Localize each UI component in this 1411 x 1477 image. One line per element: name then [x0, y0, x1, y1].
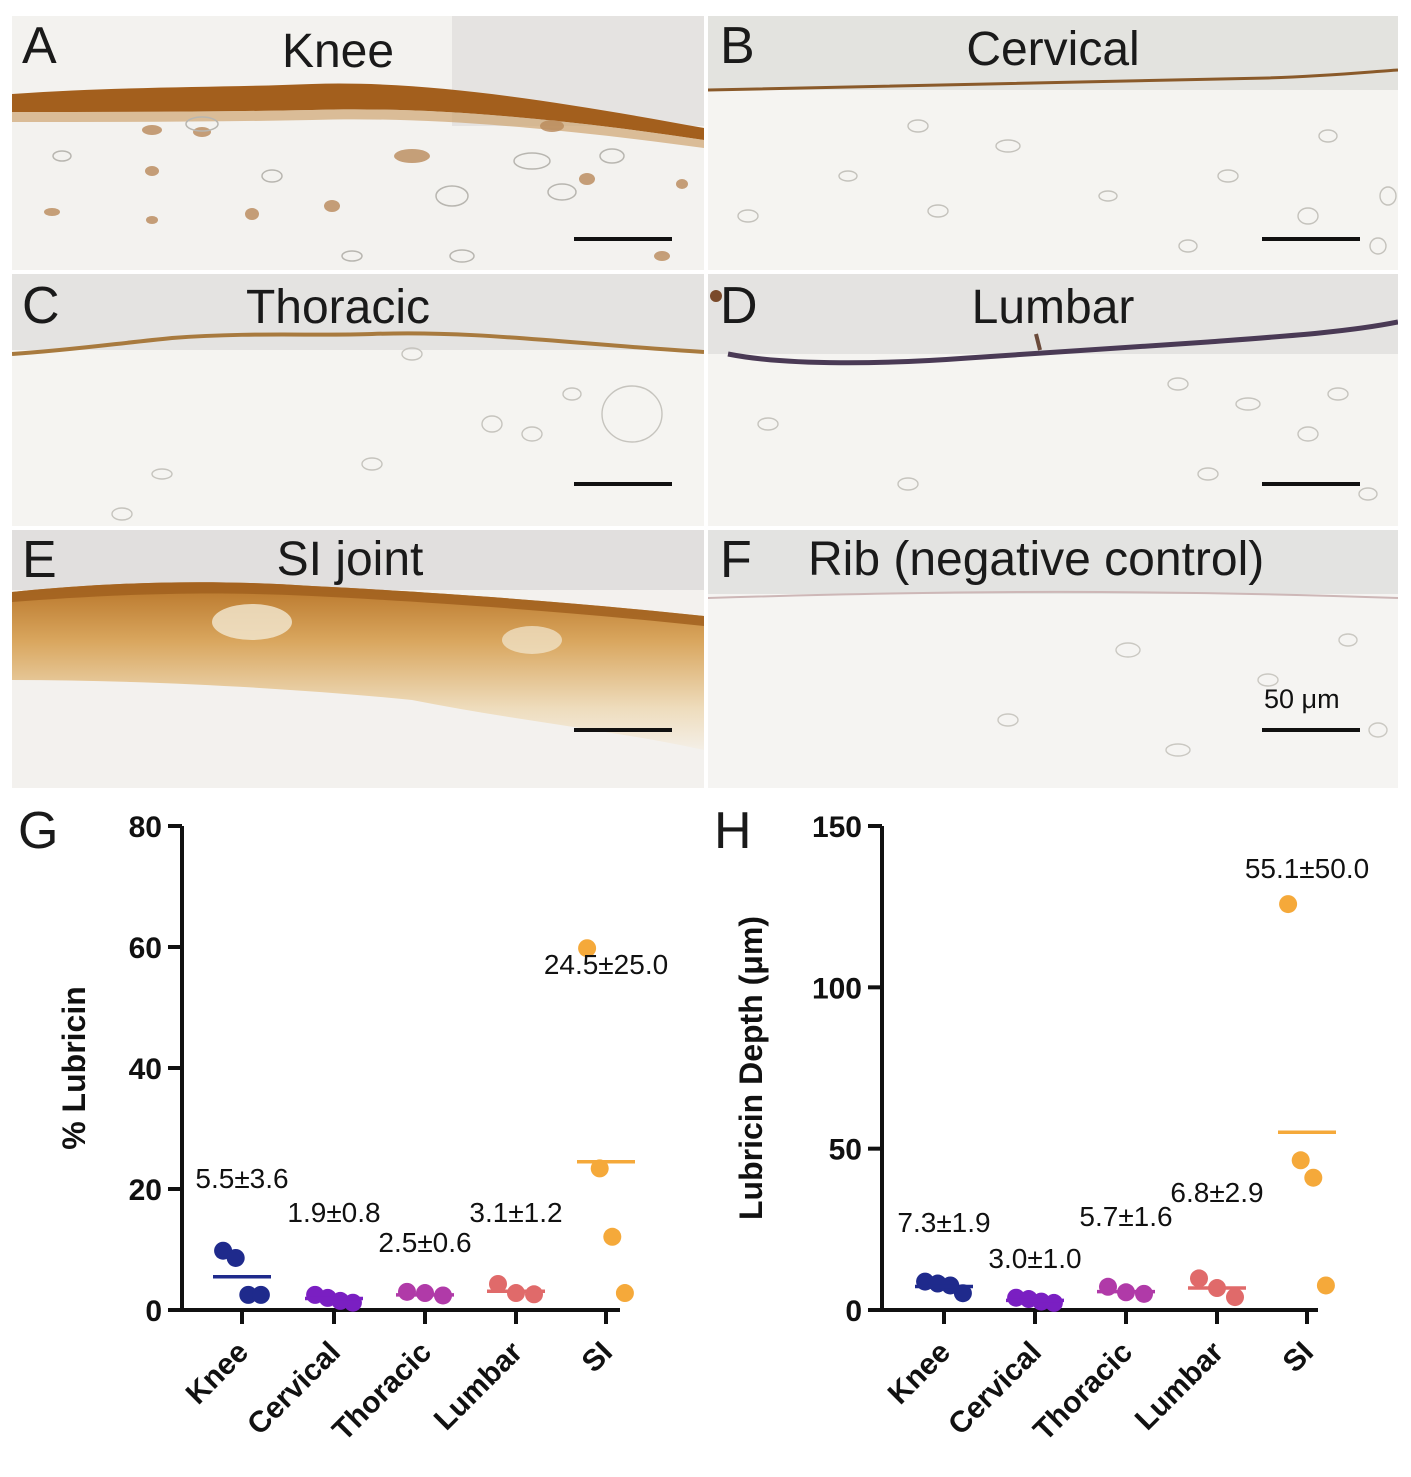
- mean-sd-label: 24.5±25.0: [544, 949, 668, 980]
- panel-letter: F: [720, 531, 752, 589]
- micrograph-panel-f: F Rib (negative control) 50 μm: [708, 530, 1398, 788]
- scale-bar: [574, 482, 672, 486]
- y-tick-label: 60: [129, 932, 162, 965]
- mean-sd-label: 3.0±1.0: [988, 1243, 1081, 1274]
- data-point: [1044, 1293, 1063, 1312]
- x-tick-label: Knee: [882, 1336, 957, 1411]
- y-tick-label: 0: [145, 1295, 162, 1328]
- data-point: [1226, 1288, 1244, 1307]
- micrograph-panel-b: B Cervical: [708, 16, 1398, 270]
- panel-title: SI joint: [276, 533, 424, 586]
- y-tick-label: 100: [812, 972, 862, 1005]
- y-tick-label: 150: [812, 811, 862, 844]
- data-point: [590, 1159, 609, 1178]
- panel-title: Cervical: [966, 23, 1140, 76]
- scale-bar-label: 50 μm: [1264, 684, 1340, 714]
- micrograph-image-cervical: [708, 16, 1398, 270]
- y-tick-label: 80: [129, 811, 162, 844]
- data-point: [251, 1285, 270, 1304]
- panel-title: Thoracic: [245, 281, 431, 334]
- data-point: [416, 1284, 434, 1303]
- x-tick-label: Lumbar: [428, 1335, 529, 1436]
- y-tick-label: 0: [845, 1295, 862, 1328]
- panel-letter: C: [22, 277, 60, 335]
- data-point: [1279, 895, 1298, 914]
- data-point: [226, 1248, 245, 1267]
- data-point: [239, 1285, 258, 1304]
- x-tick-label: Thoracic: [1027, 1336, 1139, 1448]
- data-point: [489, 1274, 507, 1293]
- data-point: [1190, 1269, 1208, 1288]
- micrograph-image-rib: [708, 530, 1398, 788]
- micrograph-panel-e: E SI joint: [12, 530, 704, 788]
- data-point: [1135, 1284, 1153, 1303]
- y-axis-label: % Lubricin: [56, 986, 92, 1150]
- data-point: [1316, 1276, 1335, 1295]
- mean-sd-label: 2.5±0.6: [378, 1227, 471, 1258]
- mean-sd-label: 3.1±1.2: [469, 1197, 562, 1228]
- panel-letter-h: H: [714, 802, 752, 860]
- panel-letter: B: [720, 17, 755, 75]
- micrograph-image-si-joint: [12, 530, 704, 788]
- panel-title: Lumbar: [971, 281, 1135, 334]
- scale-bar: [574, 237, 672, 241]
- data-point: [343, 1293, 362, 1312]
- data-point: [578, 939, 597, 958]
- y-tick-label: 40: [129, 1053, 162, 1086]
- data-point: [615, 1284, 634, 1303]
- mean-sd-label: 55.1±50.0: [1245, 853, 1369, 884]
- y-tick-label: 20: [129, 1174, 162, 1207]
- x-tick-label: Knee: [180, 1336, 255, 1411]
- y-tick-label: 50: [829, 1134, 862, 1167]
- scale-bar: [1262, 237, 1360, 241]
- scale-bar: [1262, 728, 1360, 732]
- x-tick-label: Lumbar: [1129, 1335, 1230, 1436]
- micrograph-panel-c: C Thoracic: [12, 274, 704, 526]
- data-point: [953, 1284, 972, 1303]
- micrograph-image-thoracic: [12, 274, 704, 526]
- x-tick-label: SI: [576, 1336, 619, 1379]
- mean-sd-label: 7.3±1.9: [897, 1207, 990, 1238]
- data-point: [603, 1227, 622, 1246]
- y-axis-label: Lubricin Depth (μm): [733, 916, 769, 1220]
- x-tick-label: Thoracic: [326, 1336, 438, 1448]
- micrograph-panel-d: D Lumbar: [708, 274, 1398, 526]
- panel-letter: D: [720, 277, 758, 335]
- mean-sd-label: 5.5±3.6: [195, 1163, 288, 1194]
- x-tick-label: SI: [1277, 1336, 1320, 1379]
- mean-sd-label: 1.9±0.8: [287, 1197, 380, 1228]
- data-point: [1304, 1168, 1323, 1187]
- scale-bar: [1262, 482, 1360, 486]
- data-point: [1291, 1151, 1310, 1170]
- micrograph-panel-a: A Knee: [12, 16, 704, 270]
- panel-letter-g: G: [18, 802, 58, 860]
- panel-letter: E: [22, 531, 57, 589]
- mean-sd-label: 5.7±1.6: [1079, 1201, 1172, 1232]
- panel-letter: A: [22, 17, 57, 75]
- data-point: [525, 1285, 543, 1304]
- panel-title: Knee: [281, 25, 395, 78]
- panel-title: Rib (negative control): [808, 533, 1265, 586]
- micrograph-image-knee: [12, 16, 704, 270]
- data-point: [507, 1284, 525, 1303]
- scale-bar: [574, 728, 672, 732]
- mean-sd-label: 6.8±2.9: [1170, 1177, 1263, 1208]
- data-point: [398, 1282, 416, 1301]
